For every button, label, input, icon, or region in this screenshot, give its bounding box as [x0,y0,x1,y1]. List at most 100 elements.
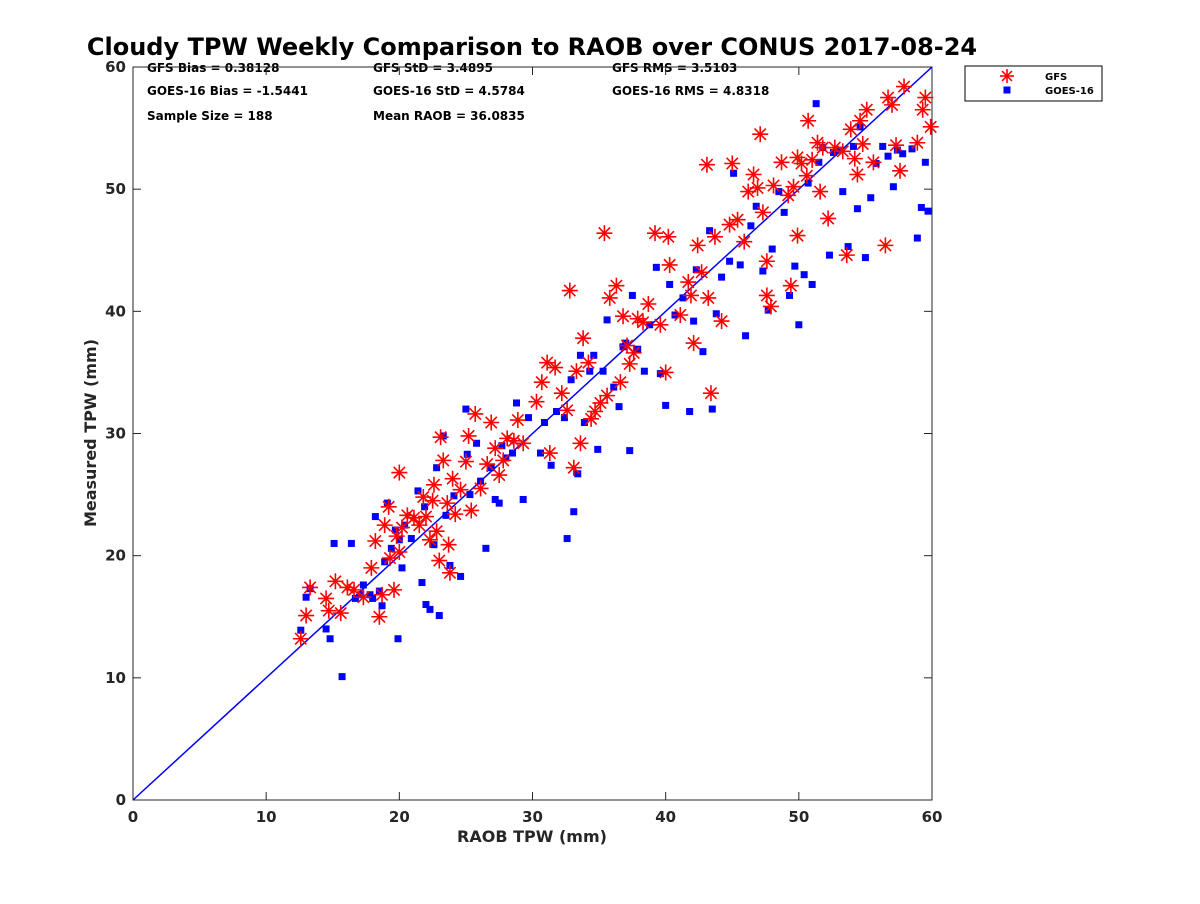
gfs-point [896,78,913,95]
goes16-point [712,310,720,318]
stat-goes-std: GOES-16 StD = 4.5784 [373,84,525,98]
goes16-point [366,591,374,599]
legend: GFS GOES-16 [964,65,1103,102]
goes16-point [391,526,399,534]
goes16-point [879,142,887,150]
gfs-point [838,247,855,264]
gfs-point [619,337,636,354]
goes16-point [861,254,869,262]
x-tick-label: 40 [655,808,676,826]
goes16-point [586,367,594,375]
goes16-point [884,152,892,160]
gfs-point [405,509,422,526]
stat-gfs-std: GFS StD = 3.4895 [373,61,493,75]
legend-marker-goes16 [1003,86,1011,94]
gfs-point [439,495,456,512]
goes16-point [867,194,875,202]
goes16-point [351,594,359,602]
gfs-point [467,405,484,422]
y-tick-label: 50 [105,180,126,198]
goes16-point [899,150,907,158]
gfs-point [447,506,464,523]
gfs-point [391,544,408,561]
gfs-point [541,445,558,462]
x-tick-label: 50 [788,808,809,826]
stat-goes-bias: GOES-16 Bias = -1.5441 [147,84,308,98]
gfs-point [700,289,717,306]
goes16-point [418,579,426,587]
goes16-point [398,564,406,572]
goes16-point [780,208,788,216]
gfs-point [380,498,397,515]
goes16-point [786,291,794,299]
gfs-point [640,296,657,313]
goes16-point [359,581,367,589]
legend-label: GOES-16 [1045,86,1094,97]
goes16-point [414,487,422,495]
y-tick-label: 40 [105,302,126,320]
gfs-point [846,150,863,167]
goes16-point [371,513,379,521]
chart-title: Cloudy TPW Weekly Comparison to RAOB ove… [87,33,977,61]
gfs-point [745,166,762,183]
goes16-point [679,294,687,302]
gfs-point [612,374,629,391]
goes16-point [640,367,648,375]
goes16-point [666,280,674,288]
gfs-point [318,590,335,607]
gfs-point [346,581,363,598]
goes16-point [570,508,578,516]
y-tick-label: 10 [105,669,126,687]
gfs-point [713,313,730,330]
gfs-point [625,344,642,361]
gfs-point [914,101,931,118]
goes16-point [498,442,506,450]
gfs-point [509,412,526,429]
goes16-point [509,449,517,457]
gfs-point [765,177,782,194]
gfs-point [425,476,442,493]
gfs-point [785,178,802,195]
goes16-point [742,332,750,340]
goes16-point [421,503,429,511]
goes16-point [383,499,391,507]
legend-label: GFS [1045,72,1067,83]
gfs-point [599,387,616,404]
gfs-point [539,354,556,371]
goes16-point [463,450,471,458]
goes16-point [808,280,816,288]
gfs-point [749,179,766,196]
goes16-point [825,251,833,259]
goes16-point [378,602,386,610]
gfs-point [780,187,797,204]
goes16-point [338,673,346,681]
gfs-point [575,330,592,347]
gfs-point [565,459,582,476]
stat-gfs-bias: GFS Bias = 0.38128 [147,61,279,75]
goes16-point [752,202,760,210]
goes16-point [552,408,560,416]
gfs-point [528,393,545,410]
gfs-point [483,414,500,431]
stats-block: GFS Bias = 0.38128 GOES-16 Bias = -1.544… [147,61,769,123]
gfs-point [754,204,771,221]
gfs-point [452,481,469,498]
goes16-point [800,271,808,279]
goes16-point [626,447,634,455]
goes16-point [387,544,395,552]
y-tick-label: 0 [116,791,126,809]
gfs-point [596,225,613,242]
goes16-point [791,262,799,270]
goes16-point [768,245,776,253]
goes16-point [407,535,415,543]
goes16-point [908,145,916,153]
goes16-point [495,499,503,507]
gfs-point [292,630,309,647]
gfs-point [647,225,664,242]
x-tick-label: 0 [128,808,138,826]
gfs-point [587,403,604,420]
goes16-point [394,635,402,643]
y-axis-label: Measured TPW (mm) [81,339,100,527]
stat-mean-raob: Mean RAOB = 36.0835 [373,109,525,123]
